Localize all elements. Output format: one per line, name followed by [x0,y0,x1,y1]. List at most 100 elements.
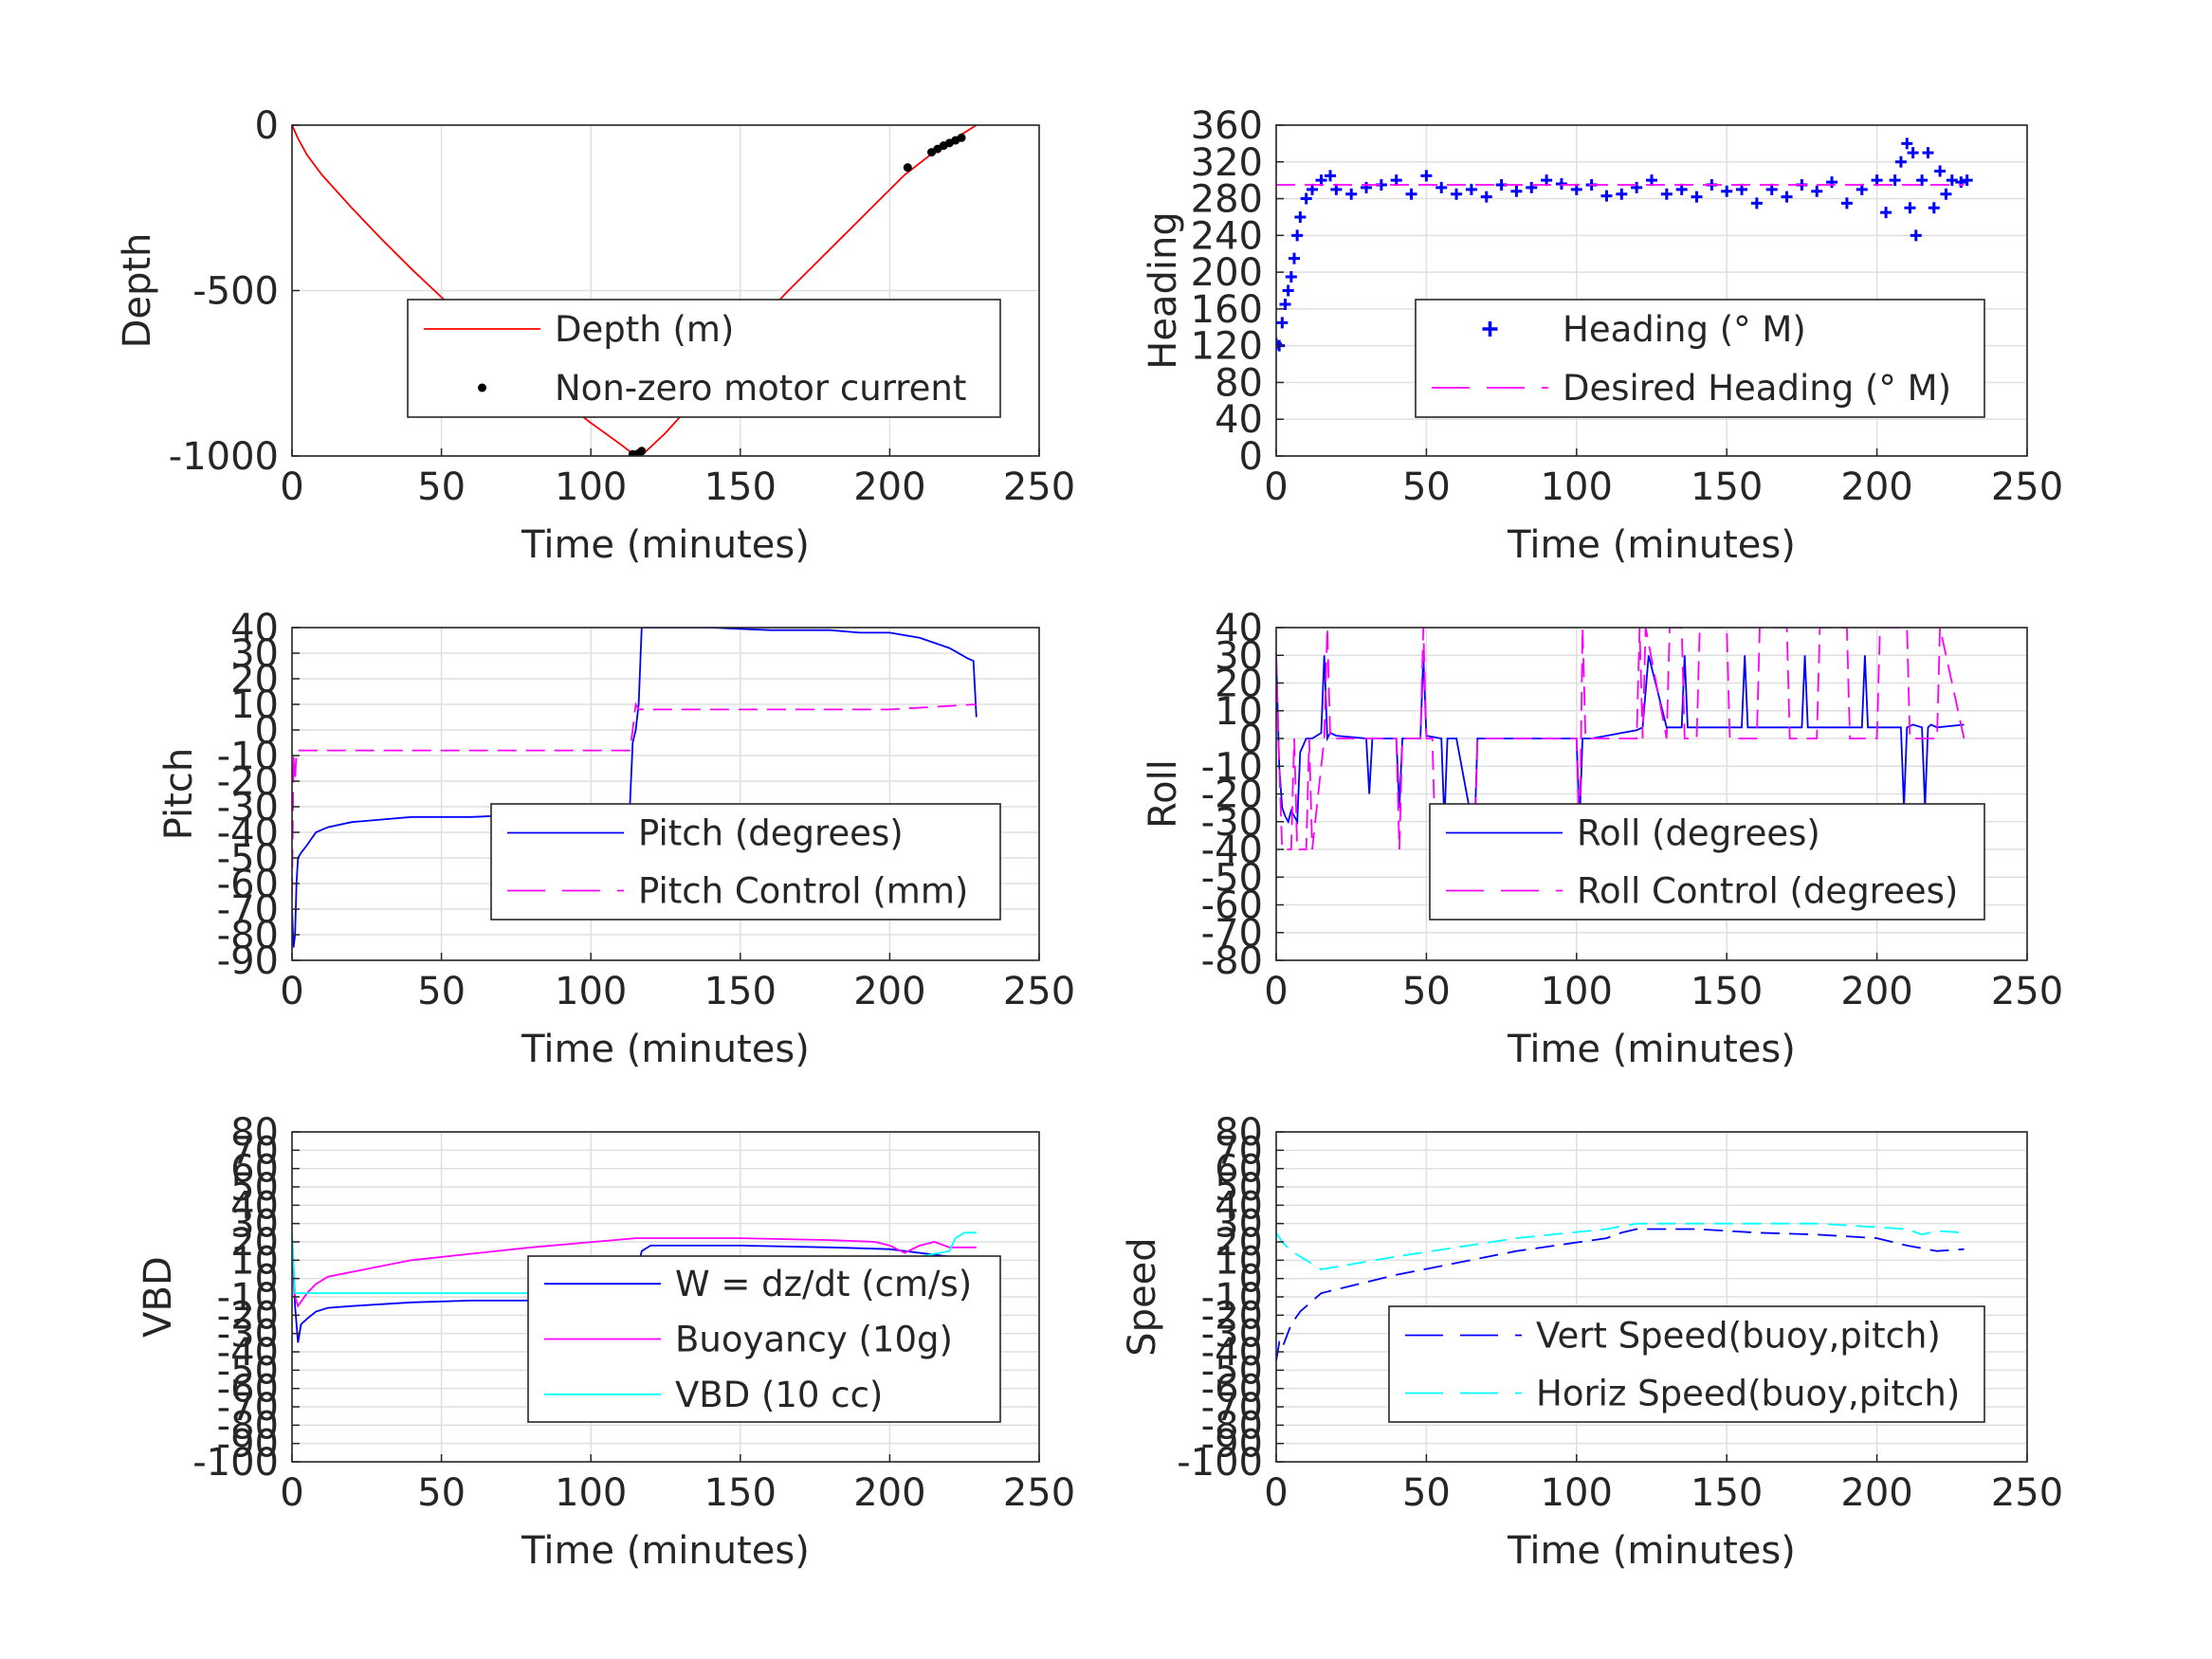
x-tick-label: 150 [704,1471,777,1515]
y-tick-label: 80 [1215,1111,1263,1155]
x-tick-label: 150 [1691,970,1763,1013]
y-tick-label: -20 [1201,1294,1263,1338]
series-heading-1-point [1405,188,1417,200]
legend-label: Non-zero motor current [555,368,966,409]
x-tick-label: 100 [1541,465,1613,509]
legend-roll: Roll (degrees) Roll Control (degrees) [1429,803,1985,921]
series-heading-1-point [1325,170,1337,182]
series-heading-1-point [1480,191,1492,203]
series-heading-1-point [1345,188,1358,200]
series-heading-1-point [1811,185,1823,197]
x-axis-label: Time (minutes) [1507,1028,1796,1071]
y-tick-label: 50 [230,1166,279,1210]
series-depth-2-point [903,163,912,173]
series-heading-1-point [1526,181,1538,193]
y-tick-label: -60 [1201,884,1263,928]
series-heading-1-point [1894,155,1907,168]
y-tick-label: -30 [1201,1313,1263,1357]
y-tick-label: -80 [217,914,279,957]
x-tick-label: 250 [1003,1471,1075,1515]
legend-label: Pitch Control (mm) [638,871,968,912]
y-tick-label: 40 [1215,1184,1263,1228]
legend-box [407,299,1001,418]
y-tick-label: -10 [217,735,279,778]
legend-label: Buoyancy (10g) [675,1320,953,1360]
y-tick-label: 10 [1215,1239,1263,1283]
y-tick-label: 60 [1215,1148,1263,1192]
y-tick-label: -10 [1201,1276,1263,1320]
x-tick-label: 150 [704,970,777,1013]
legend-box [490,803,1001,921]
y-tick-label: 30 [230,1203,279,1247]
y-tick-label: -10 [1201,745,1263,789]
series-heading-1-point [1916,174,1929,187]
legend-depth: Depth (m) Non-zero motor current [407,299,1001,418]
y-tick-label: 20 [1215,1221,1263,1265]
axes-frame [291,627,1040,961]
series-depth-2-point [957,133,966,142]
y-tick-label: 0 [255,104,279,148]
x-axis-label: Time (minutes) [521,523,810,567]
series-heading-1-point [1660,188,1673,200]
y-axis-label: VBD [137,1256,180,1338]
y-tick-label: 40 [230,1184,279,1228]
series-heading-1-point [1922,147,1934,159]
x-axis-label: Time (minutes) [1507,523,1796,567]
series-heading-1-point [1420,170,1433,182]
series-heading-1-point [1616,188,1628,200]
y-tick-label: 40 [1215,398,1263,442]
x-tick-label: 200 [853,1471,925,1515]
y-tick-label: -80 [1201,1404,1263,1448]
x-tick-label: 200 [1840,1471,1912,1515]
series-heading-1-point [1781,191,1793,203]
series-heading-1-point [1451,188,1463,200]
series-heading-1-point [1928,202,1940,214]
series-heading-1-point [1826,176,1838,189]
y-tick-label: -80 [1201,939,1263,983]
x-tick-label: 250 [1991,1471,2063,1515]
series-speed-2-line [1276,1222,1965,1270]
legend-speed: Vert Speed(buoy,pitch) Horiz Speed(buoy,p… [1388,1305,1985,1423]
series-heading-1-point [1600,190,1613,202]
chart-depth: 0 50 100 150 200 250 0 -500 -1000 Time (minutes) D… [116,104,1075,567]
y-tick-label: -90 [1201,1423,1263,1467]
x-tick-label: 50 [417,970,466,1013]
y-tick-label: 70 [230,1129,279,1173]
legend-label: W = dz/dt (cm/s) [675,1264,972,1304]
y-tick-label: 10 [230,684,279,727]
series-roll-1-line [1276,655,1965,836]
y-tick-label: -50 [1201,1349,1263,1393]
y-tick-label: -70 [217,888,279,932]
x-tick-label: 250 [1991,465,2063,509]
y-tick-label: -10 [217,1276,279,1320]
y-tick-label: 30 [1215,634,1263,678]
y-tick-label: 20 [1215,663,1263,706]
axes-frame [1275,124,2028,457]
y-tick-label: -40 [1201,829,1263,872]
series-heading-1-point [1889,174,1901,187]
series-heading-1-point [1840,197,1853,210]
x-axis-label: Time (minutes) [521,1529,810,1573]
x-tick-label: 0 [280,465,303,509]
y-tick-label: -50 [217,1349,279,1393]
legend-marker [1482,321,1498,337]
legend-vbd: W = dz/dt (cm/s) Buoyancy (10g) VBD (10 cc… [527,1255,1001,1423]
legend-label: Roll Control (degrees) [1577,871,1958,912]
series-heading-1-point [1289,252,1301,264]
x-tick-label: 50 [417,465,466,509]
y-tick-label: -30 [217,786,279,830]
legend-marker [478,383,486,392]
y-axis-label: Pitch [157,748,201,840]
y-tick-label: 200 [1191,251,1263,295]
chart-pitch: 0 50 100 150 200 250-90-80-70-60-50-40-30-20-… [157,607,1075,1071]
y-tick-label: -70 [1201,912,1263,956]
series-heading-1-point [1435,181,1448,193]
series-heading-1-point [1946,174,1958,187]
y-tick-label: -20 [217,1294,279,1338]
x-tick-label: 150 [704,465,777,509]
y-tick-label: 320 [1191,141,1263,185]
x-tick-label: 250 [1991,970,2063,1013]
y-tick-label: 10 [230,1239,279,1283]
x-tick-label: 100 [1541,970,1613,1013]
chart-heading: 0 50 100 150 200 2500408012016020024028032036… [1142,104,2063,567]
